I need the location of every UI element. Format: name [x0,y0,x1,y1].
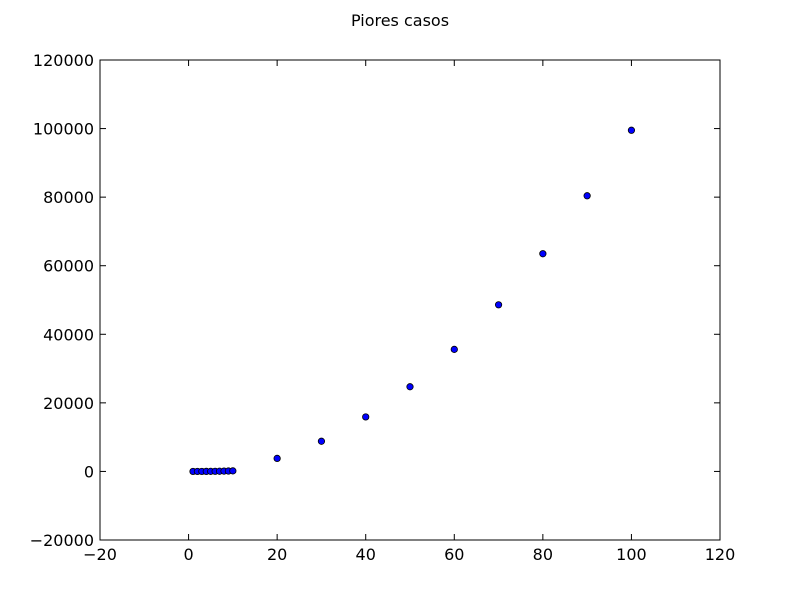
chart-title: Piores casos [351,11,449,30]
data-point [539,250,547,258]
y-tick-label: 120000 [33,51,94,70]
data-points [189,126,636,476]
data-point [317,437,326,445]
data-point [362,413,370,421]
data-point [450,345,458,353]
data-point [494,301,503,309]
x-tick-label: 40 [356,545,376,564]
y-tick-label: 80000 [43,188,94,207]
data-point [229,467,237,475]
y-tick-label: 20000 [43,394,94,413]
y-tick-label: 40000 [43,325,94,344]
x-axis-ticks: −20 0 20 40 60 80 100 120 [83,60,735,564]
x-tick-label: 20 [267,545,287,564]
y-tick-label: 0 [84,462,94,481]
y-axis-ticks: −20000 0 20000 40000 60000 80000 100000 120000 [30,51,720,550]
y-tick-label: 100000 [33,120,94,139]
x-tick-label: 120 [705,545,736,564]
x-tick-label: 60 [444,545,464,564]
x-tick-label: 100 [616,545,647,564]
data-point [583,192,591,200]
y-tick-label: 60000 [43,257,94,276]
x-tick-label: 0 [183,545,193,564]
plot-frame [99,59,721,541]
data-point [406,383,414,391]
x-tick-label: −20 [83,545,117,564]
y-tick-label: −20000 [30,531,94,550]
data-point [627,126,636,134]
data-point [273,454,281,462]
x-tick-label: 80 [533,545,553,564]
